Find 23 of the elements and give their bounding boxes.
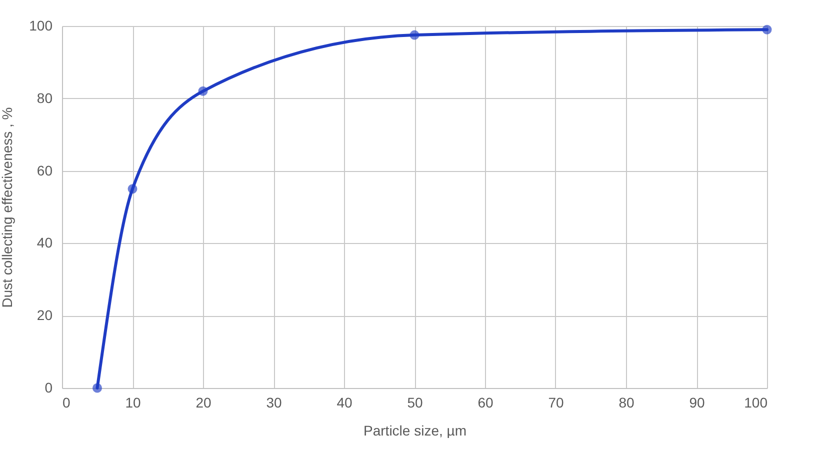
- y-tick-label: 0: [44, 380, 53, 396]
- point: [410, 30, 420, 40]
- x-tick-label: 20: [196, 394, 212, 410]
- y-tick-label: 20: [36, 307, 53, 324]
- x-tick-label: 70: [548, 394, 564, 410]
- x-tick-label: 100: [744, 394, 768, 410]
- x-tick-label: 0: [62, 394, 70, 410]
- x-tick-label: 40: [336, 394, 352, 410]
- x-tick-label: 30: [266, 394, 282, 410]
- y-tick-label: 40: [36, 234, 53, 251]
- x-tick-label: 50: [407, 394, 423, 410]
- y-tick-label: 80: [36, 90, 53, 106]
- x-tick-label: 80: [618, 394, 634, 410]
- point: [128, 184, 138, 194]
- y-axis-title: Dust collecting effectiveness , %: [0, 107, 16, 308]
- point: [762, 24, 772, 34]
- y-tick-label: 100: [29, 18, 53, 34]
- x-tick-label: 90: [689, 394, 705, 410]
- point: [198, 86, 208, 96]
- y-tick-label: 60: [36, 162, 53, 178]
- x-tick-label: 10: [125, 394, 141, 410]
- x-tick-label: 60: [478, 394, 494, 410]
- point: [92, 383, 102, 393]
